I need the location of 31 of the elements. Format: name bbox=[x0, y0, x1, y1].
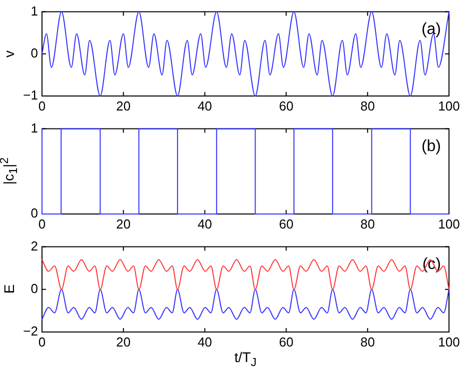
y-tick-label: −2 bbox=[23, 324, 38, 339]
x-tick-label: 100 bbox=[438, 334, 460, 350]
y-tick-label: −1 bbox=[23, 88, 38, 103]
y-tick-label: 0 bbox=[30, 280, 38, 296]
x-tick-label: 60 bbox=[278, 98, 294, 114]
y-tick-label: 1 bbox=[30, 120, 38, 136]
y-tick-label: 0 bbox=[30, 45, 38, 60]
y-axis-title: v bbox=[1, 50, 17, 57]
x-tick-label: 40 bbox=[198, 216, 212, 232]
x-tick-label: 20 bbox=[116, 334, 131, 350]
x-tick-label: 100 bbox=[438, 216, 460, 232]
line-series bbox=[42, 259, 450, 290]
x-tick-label: 80 bbox=[360, 334, 375, 350]
x-tick-label: 20 bbox=[116, 98, 131, 114]
y-axis-title: E bbox=[1, 284, 17, 294]
x-tick-label: 60 bbox=[278, 216, 294, 232]
line-series bbox=[42, 11, 450, 96]
annotation: (a) bbox=[421, 21, 441, 38]
x-tick-label: 80 bbox=[360, 98, 375, 114]
x-tick-label: 80 bbox=[360, 216, 375, 232]
annotation: (b) bbox=[421, 138, 441, 156]
line-series bbox=[42, 288, 450, 320]
x-tick-label: 40 bbox=[198, 334, 212, 350]
x-tick-label: 20 bbox=[116, 216, 131, 232]
x-tick-label: 60 bbox=[278, 334, 294, 350]
y-tick-label: 2 bbox=[30, 238, 38, 254]
x-tick-label: 100 bbox=[438, 98, 460, 114]
x-axis-title: t/T$_{J}$ bbox=[234, 349, 257, 369]
y-tick-label: 1 bbox=[30, 3, 38, 18]
y-tick-label: 0 bbox=[30, 206, 38, 221]
x-tick-label: 40 bbox=[198, 98, 212, 114]
